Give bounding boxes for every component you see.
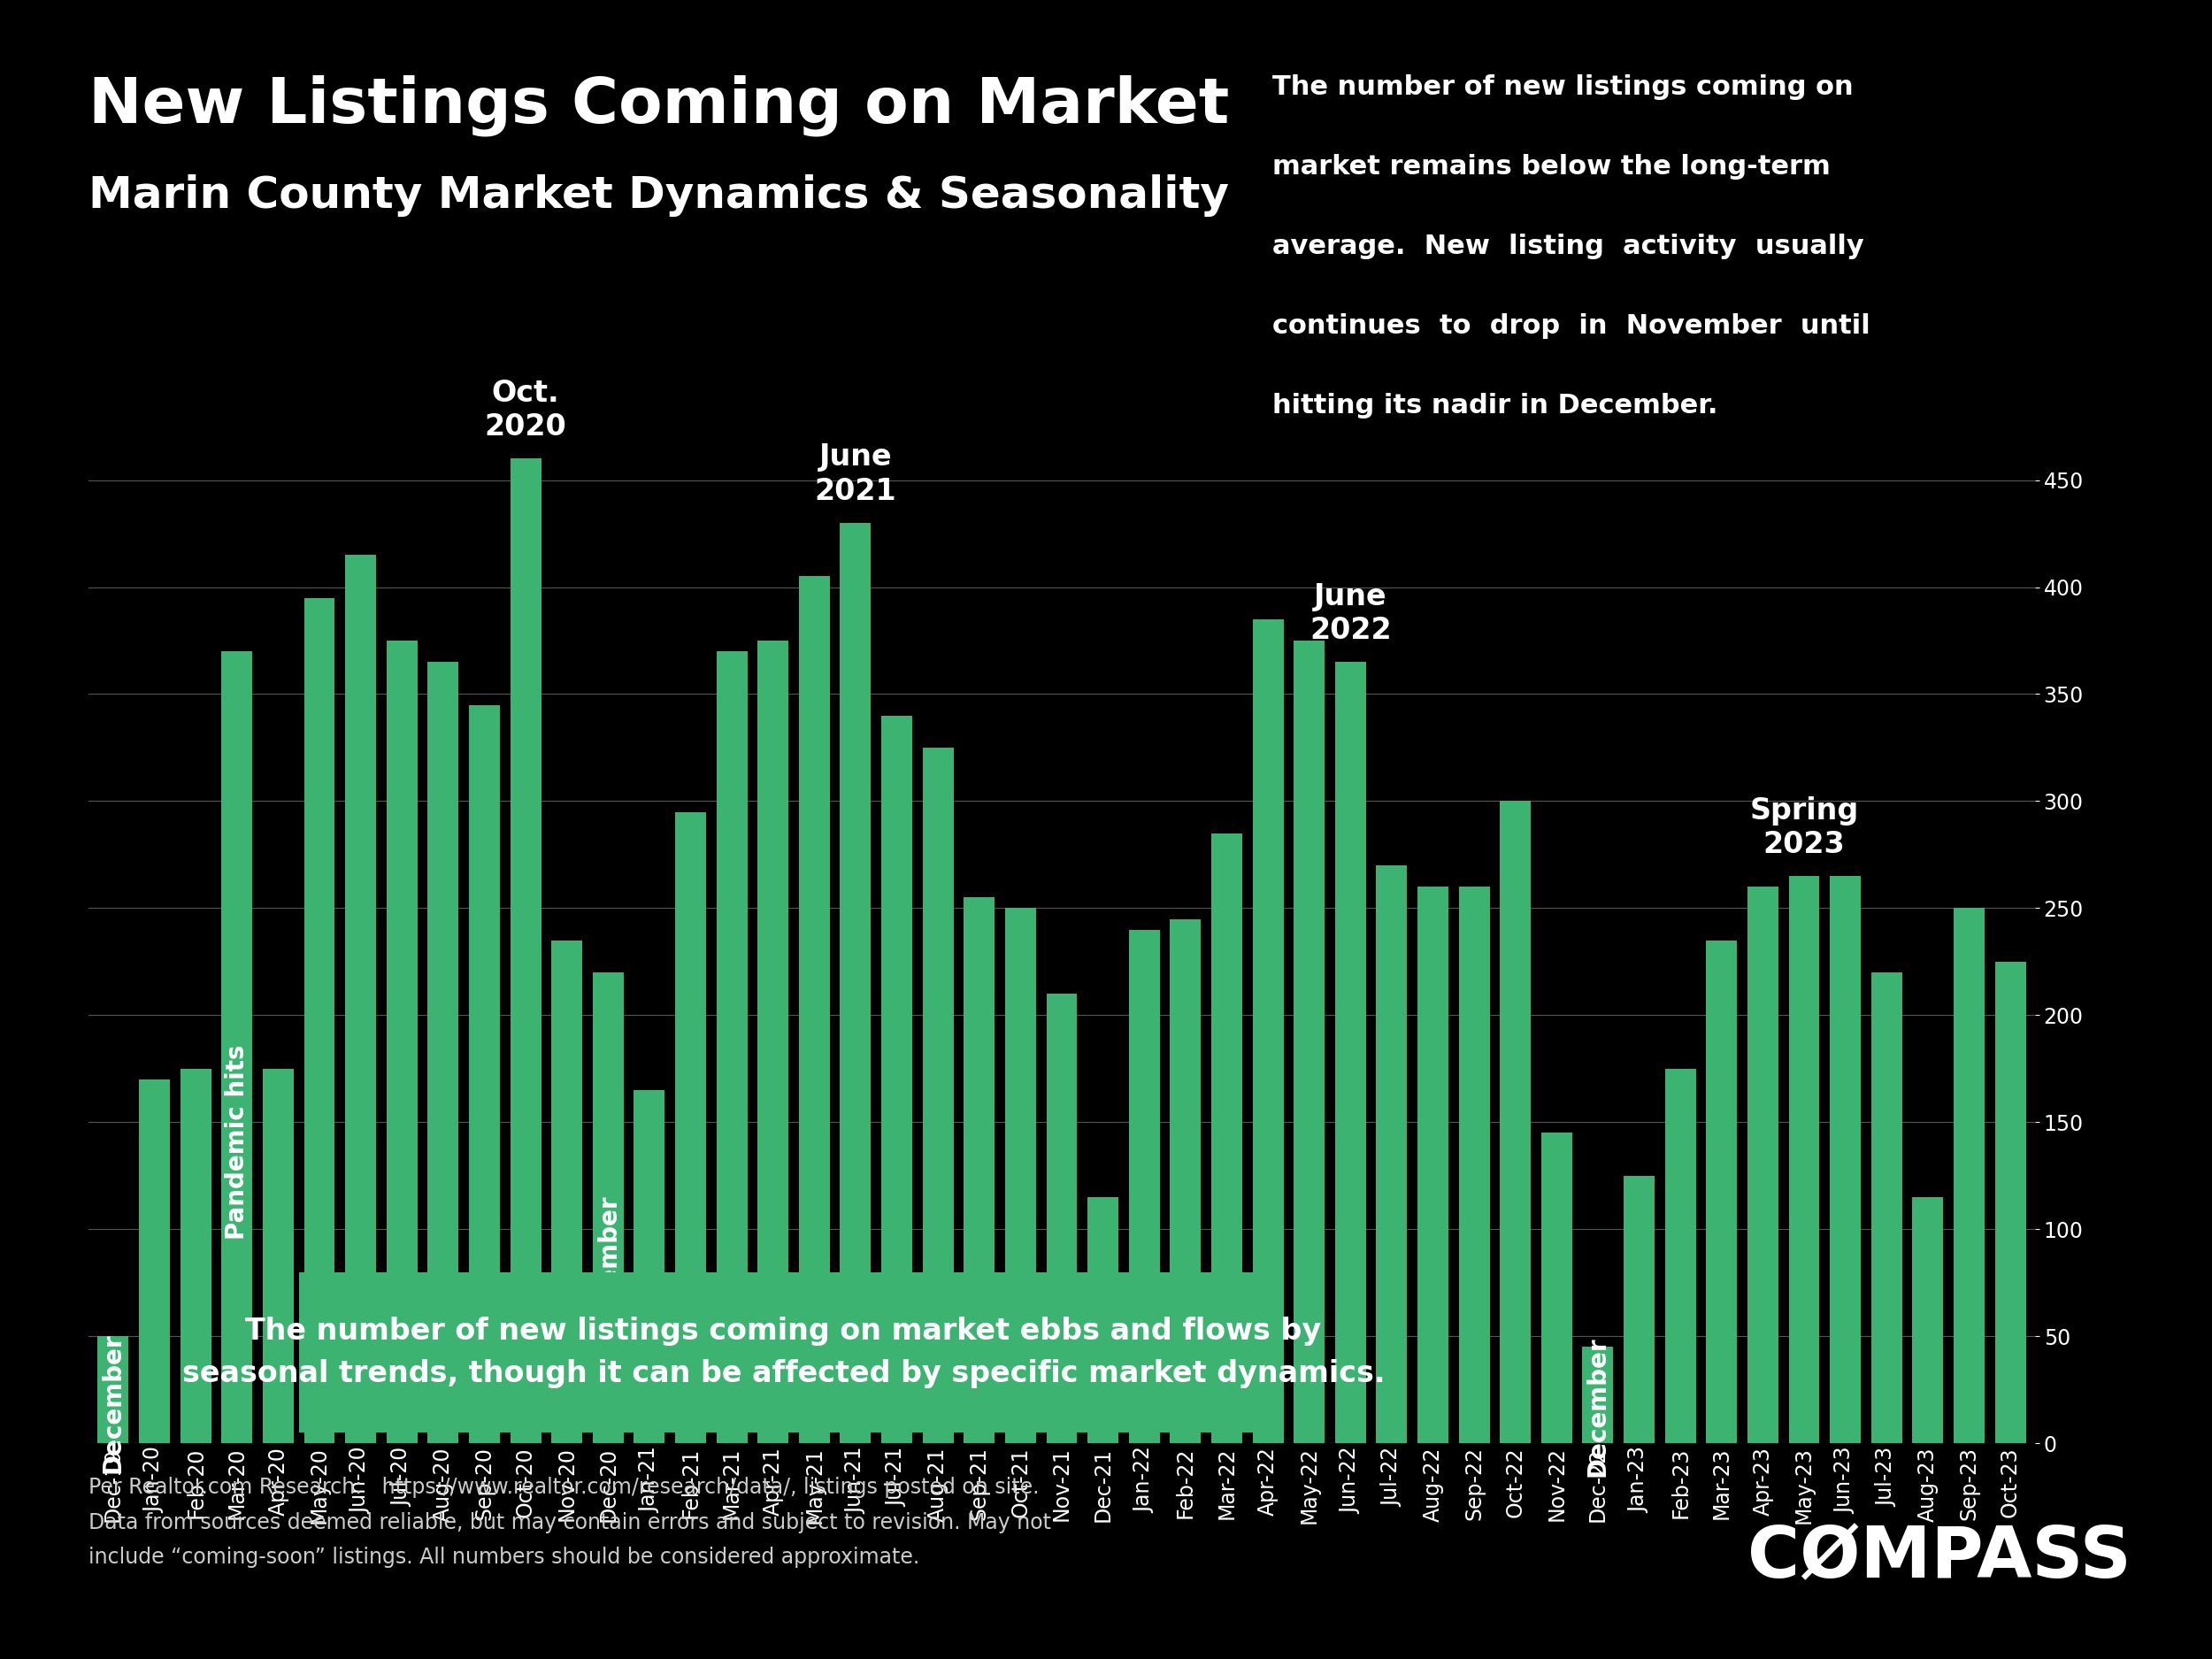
Bar xyxy=(1252,619,1283,1443)
Bar xyxy=(1705,941,1736,1443)
Bar xyxy=(427,662,458,1443)
Text: Per Realtor.com Research:   https://www.realtor.com/research/data/, listings pos: Per Realtor.com Research: https://www.re… xyxy=(88,1477,1051,1568)
Bar xyxy=(263,1068,294,1443)
Bar xyxy=(880,715,911,1443)
Bar xyxy=(757,640,787,1443)
Bar xyxy=(1666,1068,1697,1443)
Bar xyxy=(922,748,953,1443)
Text: average.  New  listing  activity  usually: average. New listing activity usually xyxy=(1272,234,1863,259)
Bar xyxy=(593,972,624,1443)
FancyBboxPatch shape xyxy=(299,1272,1267,1433)
Text: New Listings Coming on Market: New Listings Coming on Market xyxy=(88,75,1230,136)
Bar xyxy=(1871,972,1902,1443)
Text: continues  to  drop  in  November  until: continues to drop in November until xyxy=(1272,314,1869,338)
Bar xyxy=(841,523,872,1443)
Bar xyxy=(139,1080,170,1443)
Bar xyxy=(1376,866,1407,1443)
Text: market remains below the long-term: market remains below the long-term xyxy=(1272,154,1829,179)
Text: The number of new listings coming on: The number of new listings coming on xyxy=(1272,75,1854,100)
Bar xyxy=(799,576,830,1443)
Bar xyxy=(1829,876,1860,1443)
Text: hitting its nadir in December.: hitting its nadir in December. xyxy=(1272,393,1717,418)
Bar xyxy=(717,652,748,1443)
Bar xyxy=(551,941,582,1443)
Bar xyxy=(345,556,376,1443)
Bar xyxy=(1046,994,1077,1443)
Bar xyxy=(511,458,542,1443)
Bar xyxy=(1953,907,1984,1443)
Text: December: December xyxy=(102,1332,126,1473)
Text: June
2022: June 2022 xyxy=(1310,582,1391,645)
Bar xyxy=(469,705,500,1443)
Text: Spring
2023: Spring 2023 xyxy=(1750,796,1858,859)
Bar xyxy=(1458,888,1489,1443)
Bar xyxy=(1995,962,2026,1443)
Text: December: December xyxy=(595,1194,622,1334)
Bar xyxy=(675,811,706,1443)
Text: The number of new listings coming on market ebbs and flows by
seasonal trends, t: The number of new listings coming on mar… xyxy=(181,1316,1385,1389)
Bar xyxy=(1088,1198,1119,1443)
Bar xyxy=(1336,662,1367,1443)
Text: December: December xyxy=(1091,1279,1115,1420)
Text: December: December xyxy=(1586,1337,1610,1477)
Bar xyxy=(1212,833,1243,1443)
Bar xyxy=(964,898,995,1443)
Bar xyxy=(1913,1198,1944,1443)
Text: Pandemic hits: Pandemic hits xyxy=(226,1045,250,1239)
Bar xyxy=(1170,919,1201,1443)
Text: June
2021: June 2021 xyxy=(814,443,896,506)
Bar xyxy=(1790,876,1820,1443)
Bar xyxy=(1542,1133,1573,1443)
Text: Marin County Market Dynamics & Seasonality: Marin County Market Dynamics & Seasonali… xyxy=(88,174,1230,217)
Bar xyxy=(1747,888,1778,1443)
Bar xyxy=(1500,801,1531,1443)
Bar xyxy=(1582,1347,1613,1443)
Bar xyxy=(97,1335,128,1443)
Bar xyxy=(303,597,334,1443)
Bar xyxy=(1004,907,1035,1443)
Text: Oct.
2020: Oct. 2020 xyxy=(484,378,566,441)
Bar xyxy=(1418,888,1449,1443)
Bar xyxy=(221,652,252,1443)
Bar xyxy=(1624,1176,1655,1443)
Bar xyxy=(1128,929,1159,1443)
Bar xyxy=(387,640,418,1443)
Bar xyxy=(179,1068,210,1443)
Bar xyxy=(635,1090,666,1443)
Text: CØMPASS: CØMPASS xyxy=(1747,1523,2132,1593)
Bar xyxy=(1294,640,1325,1443)
